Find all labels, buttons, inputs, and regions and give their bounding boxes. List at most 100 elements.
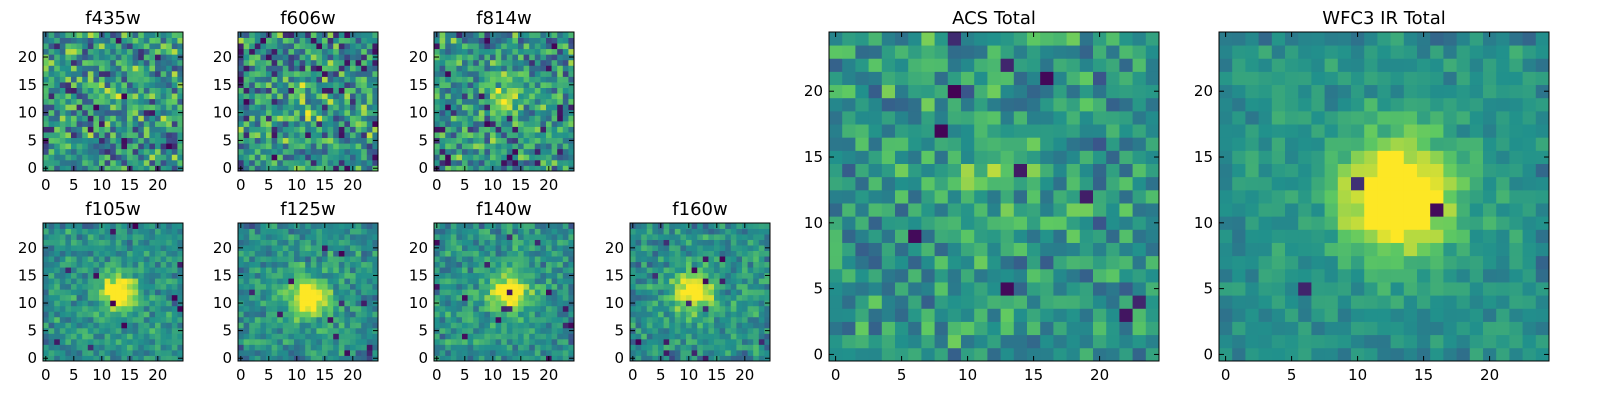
heatmap-cell <box>540 76 547 83</box>
heatmap-cell <box>478 126 485 133</box>
heatmap-cell <box>238 104 244 111</box>
heatmap-cell <box>753 311 760 318</box>
heatmap-cell <box>758 327 765 334</box>
heatmap-cell <box>934 255 949 270</box>
heatmap-cell <box>132 305 139 312</box>
heatmap-cell <box>138 322 145 329</box>
heatmap-cell <box>338 143 345 150</box>
heatmap-cell <box>177 278 184 285</box>
heatmap-cell <box>54 333 61 340</box>
heatmap-cell <box>714 333 720 340</box>
heatmap-cell <box>842 347 856 362</box>
heatmap-cell <box>299 234 306 240</box>
heatmap-cell <box>316 294 323 301</box>
heatmap-cell <box>725 327 732 334</box>
heatmap-cell <box>65 82 72 88</box>
heatmap-cell <box>934 334 949 349</box>
heatmap-cell <box>725 228 732 235</box>
heatmap-cell <box>333 338 340 345</box>
heatmap-cell <box>764 349 771 356</box>
heatmap-cell <box>646 283 653 290</box>
heatmap-cell <box>243 143 250 150</box>
heatmap-cell <box>76 294 83 301</box>
heatmap-cell <box>506 109 513 116</box>
heatmap-cell <box>551 327 558 334</box>
heatmap-cell <box>177 322 184 329</box>
heatmap-cell <box>473 148 480 155</box>
heatmap-cell <box>143 278 150 285</box>
heatmap-cells <box>630 223 771 362</box>
heatmap-cell <box>1027 334 1041 349</box>
heatmap-cell <box>462 272 468 279</box>
heatmap-cell <box>93 250 100 257</box>
heatmap-cell <box>764 267 771 274</box>
heatmap-cell <box>327 327 334 334</box>
heatmap-cell <box>132 76 139 83</box>
heatmap-cell <box>266 70 272 77</box>
heatmap-cell <box>630 289 636 296</box>
heatmap-cell <box>434 349 440 356</box>
heatmap-cell <box>76 349 83 356</box>
heatmap-cell <box>43 126 49 133</box>
heatmap-cell <box>93 344 100 351</box>
heatmap-cell <box>327 333 334 340</box>
heatmap-cell <box>138 32 145 38</box>
heatmap-cell <box>506 82 513 88</box>
heatmap-cell <box>260 37 267 44</box>
heatmap-cell <box>160 65 167 72</box>
heatmap-cell <box>546 333 552 340</box>
heatmap-cell <box>658 294 664 301</box>
heatmap-cell <box>974 176 988 191</box>
heatmap-cell <box>260 300 267 307</box>
heatmap-cell <box>327 272 334 279</box>
heatmap-cell <box>490 261 496 268</box>
heatmap-cell <box>104 316 111 323</box>
heatmap-cell <box>65 327 72 334</box>
heatmap-cell <box>439 322 446 329</box>
heatmap-cell <box>523 154 530 161</box>
heatmap-cell <box>282 104 289 111</box>
heatmap-cell <box>127 272 133 279</box>
heatmap-cell <box>254 104 261 111</box>
heatmap-cell <box>110 316 117 323</box>
heatmap-cell <box>434 338 440 345</box>
heatmap-cell <box>540 43 547 50</box>
heatmap-cell <box>132 261 139 268</box>
heatmap-cell <box>333 355 340 362</box>
heatmap-cell <box>338 109 345 116</box>
heatmap-cell <box>445 137 452 144</box>
heatmap-cell <box>719 344 726 351</box>
heatmap-cell <box>484 333 491 340</box>
heatmap-cell <box>266 344 272 351</box>
heatmap-cell <box>512 344 519 351</box>
heatmap-cell <box>48 228 55 235</box>
heatmap-cell <box>478 93 485 100</box>
heatmap-cell <box>355 137 362 144</box>
heatmap-cell <box>288 327 295 334</box>
heatmap-cell <box>674 349 681 356</box>
heatmap-cell <box>327 316 334 323</box>
y-tick-label: 10 <box>605 294 624 312</box>
heatmap-cell <box>1106 268 1120 283</box>
heatmap-cell <box>764 223 771 229</box>
heatmap-cell <box>254 267 261 274</box>
heatmap-cell <box>43 294 49 301</box>
heatmap-cell <box>338 223 345 229</box>
heatmap-cell <box>467 82 474 88</box>
heatmap-cell <box>316 267 323 274</box>
x-tick-label: 20 <box>735 366 754 384</box>
heatmap-cell <box>697 316 704 323</box>
heatmap-cell <box>294 143 300 150</box>
heatmap-cell <box>155 338 161 345</box>
heatmap-cell <box>271 126 278 133</box>
heatmap-cell <box>1119 268 1133 283</box>
heatmap-cell <box>523 143 530 150</box>
heatmap-cell <box>149 137 156 144</box>
heatmap-cell <box>557 48 564 55</box>
heatmap-cell <box>266 327 272 334</box>
heatmap-cell <box>76 132 83 139</box>
heatmap-cell <box>484 294 491 301</box>
heatmap-cell <box>310 87 317 94</box>
heatmap-cell <box>266 87 272 94</box>
heatmap-cell <box>462 316 468 323</box>
